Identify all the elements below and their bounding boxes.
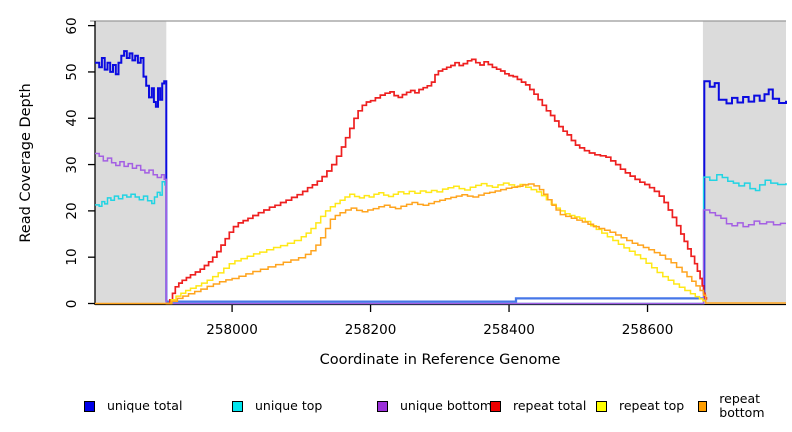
- x-tick-label: 258200: [344, 322, 397, 338]
- legend-item-repeat-top: repeat top: [596, 399, 684, 413]
- x-axis-title: Coordinate in Reference Genome: [319, 352, 561, 368]
- y-tick-label: 50: [64, 63, 80, 81]
- y-tick-label: 60: [64, 17, 80, 35]
- legend-swatch: [84, 400, 95, 412]
- legend-swatch: [698, 400, 708, 412]
- y-tick-label: 0: [64, 299, 80, 308]
- series-unique-total: [166, 297, 703, 303]
- legend-swatch: [596, 400, 607, 412]
- series-repeat-bottom: [95, 183, 786, 305]
- x-tick-label: 258400: [483, 322, 535, 338]
- legend-label: repeat top: [619, 398, 685, 413]
- y-tick-label: 10: [64, 248, 80, 266]
- x-tick-label: 258000: [206, 322, 258, 338]
- series-repeat-top: [166, 182, 707, 305]
- legend-item-repeat-bottom: repeat bottom: [698, 392, 792, 420]
- legend-swatch: [490, 400, 501, 412]
- y-tick-label: 30: [64, 155, 80, 174]
- legend-item-repeat-total: repeat total: [490, 399, 586, 413]
- y-tick-label: 20: [64, 202, 80, 220]
- legend-label: repeat total: [513, 398, 587, 413]
- x-tick-label: 258600: [621, 322, 674, 338]
- legend-label: repeat bottom: [719, 391, 765, 420]
- y-axis-title: Read Coverage Depth: [18, 83, 34, 243]
- series-repeat-total: [166, 58, 708, 305]
- series-unique-total: [95, 50, 168, 302]
- y-tick-label: 40: [64, 109, 80, 127]
- legend-swatch: [232, 400, 243, 412]
- legend-item-unique-total: unique total: [84, 399, 182, 413]
- series-unique-total: [702, 80, 787, 300]
- legend-item-unique-top: unique top: [232, 399, 322, 413]
- masked-region: [702, 21, 786, 304]
- legend-label: unique total: [107, 398, 183, 413]
- series-unique-top: [95, 174, 787, 305]
- legend-swatch: [377, 400, 388, 412]
- legend-label: unique top: [255, 398, 323, 413]
- series-unique-bottom: [95, 152, 786, 305]
- legend-item-unique-bottom: unique bottom: [377, 399, 492, 413]
- legend-label: unique bottom: [400, 398, 493, 413]
